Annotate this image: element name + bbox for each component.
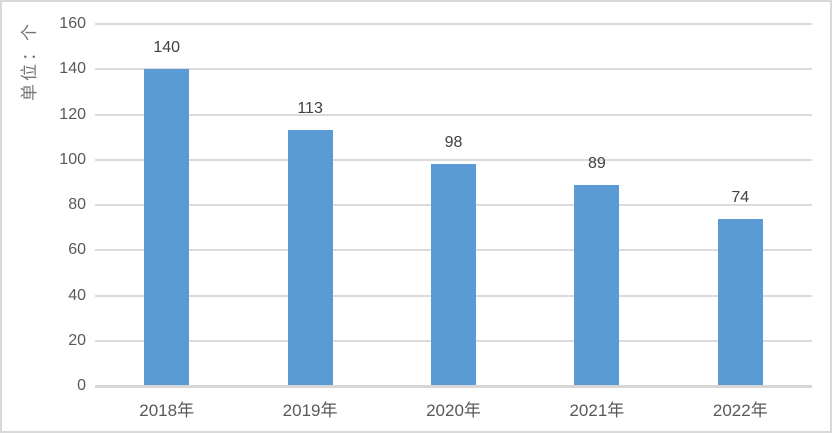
plot-area: 140 113 98 89 74 bbox=[95, 23, 812, 388]
bar-2020年 bbox=[431, 164, 476, 386]
y-tick-label-120: 120 bbox=[59, 105, 86, 123]
bar-2019年 bbox=[287, 130, 333, 386]
gridline-100 bbox=[95, 158, 812, 161]
y-tick-label-60: 60 bbox=[68, 241, 86, 259]
x-category-label-2018年: 2018年 bbox=[139, 401, 195, 420]
y-tick-label-140: 140 bbox=[59, 60, 86, 78]
y-tick-label-160: 160 bbox=[59, 15, 86, 32]
gridline-140 bbox=[95, 68, 812, 71]
data-label-2019年: 113 bbox=[297, 100, 323, 118]
data-label-2021年: 89 bbox=[587, 154, 606, 172]
gridline-160 bbox=[95, 23, 812, 25]
bar-2021年 bbox=[574, 184, 620, 386]
data-label-2020年: 98 bbox=[444, 134, 463, 152]
x-category-label-2019年: 2019年 bbox=[282, 401, 338, 420]
gridline-120 bbox=[95, 113, 812, 116]
bar-2022年 bbox=[717, 218, 763, 386]
y-tick-label-20: 20 bbox=[68, 331, 86, 349]
bar-2018年 bbox=[144, 69, 190, 386]
y-tick-label-0: 0 bbox=[77, 377, 86, 394]
data-label-2022年: 74 bbox=[731, 188, 750, 206]
x-category-label-2020年: 2020年 bbox=[426, 401, 481, 420]
x-category-label-2021年: 2021年 bbox=[569, 401, 625, 420]
y-tick-label-40: 40 bbox=[68, 286, 86, 304]
x-axis-line bbox=[95, 385, 812, 388]
y-tick-label-100: 100 bbox=[59, 150, 86, 168]
x-category-label-2022年: 2022年 bbox=[712, 401, 768, 420]
y-tick-label-80: 80 bbox=[68, 196, 86, 213]
data-label-2018年: 140 bbox=[153, 39, 181, 57]
